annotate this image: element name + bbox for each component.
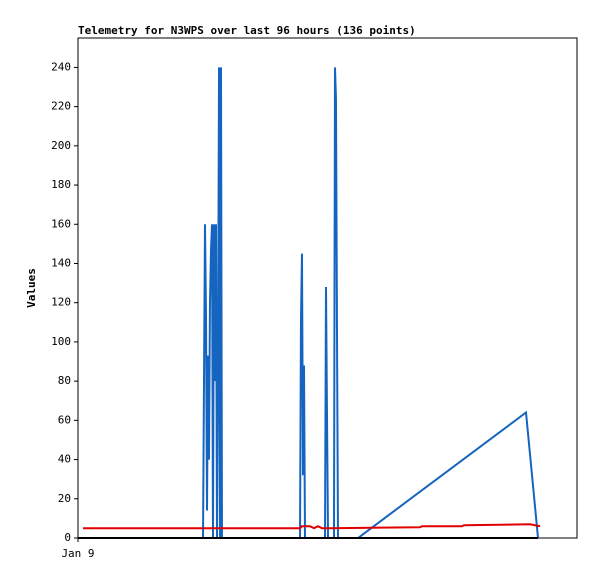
y-tick-label: 160 — [51, 217, 71, 230]
y-tick-label: 80 — [58, 374, 71, 387]
x-tick-label: Jan 9 — [61, 547, 94, 560]
chart-title: Telemetry for N3WPS over last 96 hours (… — [78, 24, 416, 37]
y-tick-label: 240 — [51, 60, 71, 73]
y-tick-label: 180 — [51, 178, 71, 191]
series-line — [82, 523, 541, 530]
y-tick-label: 140 — [51, 256, 71, 269]
y-tick-label: 40 — [58, 453, 71, 466]
y-axis-label: Values — [25, 268, 38, 308]
y-tick-label: 100 — [51, 335, 71, 348]
y-tick-label: 220 — [51, 100, 71, 113]
series-line — [78, 67, 540, 539]
y-tick-label: 120 — [51, 296, 71, 309]
y-tick-label: 20 — [58, 492, 71, 505]
y-tick-label: 200 — [51, 139, 71, 152]
y-tick-label: 60 — [58, 413, 71, 426]
y-tick-label: 0 — [64, 531, 71, 544]
